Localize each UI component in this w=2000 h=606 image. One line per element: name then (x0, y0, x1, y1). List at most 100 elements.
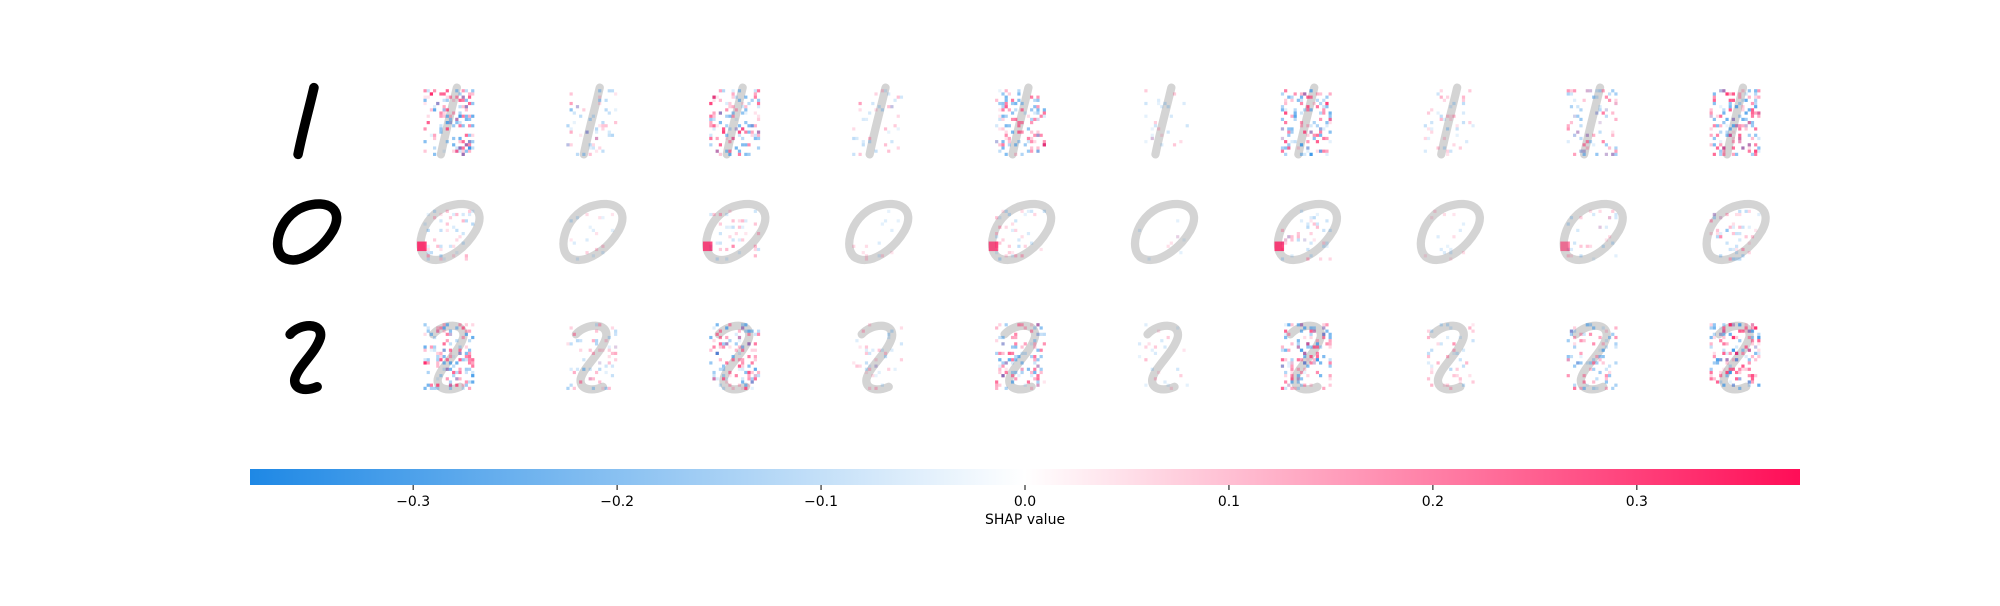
shap-pixel (718, 143, 722, 147)
shap-pixel (728, 370, 732, 375)
shap-pixel (1731, 117, 1735, 121)
image-tile (709, 83, 761, 159)
shap-pixel (1604, 386, 1608, 390)
shap-pixel (1144, 345, 1148, 349)
shap-pixel (1439, 89, 1443, 93)
shap-pixel (715, 124, 719, 128)
shap-pixel (439, 127, 443, 131)
shap-pixel (1325, 101, 1329, 106)
shap-pixel (1461, 101, 1466, 106)
shap-pixel (1598, 105, 1602, 109)
shap-pixel (1750, 121, 1755, 125)
shap-pixel (579, 114, 583, 118)
shap-pixel (721, 130, 726, 134)
shap-pixel (1030, 95, 1034, 99)
shap-pixel (1750, 323, 1755, 327)
shap-pixel (1023, 143, 1027, 147)
shap-pixel (1719, 114, 1723, 118)
shap-pixel (1306, 140, 1310, 144)
shap-pixel (995, 251, 999, 255)
shap-pixel (1725, 241, 1729, 245)
shap-pixel (1468, 121, 1472, 125)
shap-pixel (442, 108, 446, 112)
shap-pixel (455, 377, 459, 381)
shap-pixel (1020, 101, 1024, 106)
shap-pixel (1030, 370, 1034, 375)
shap-pixel (1001, 101, 1005, 106)
shap-pixel (607, 133, 611, 137)
shap-pixel (1144, 358, 1148, 362)
shap-pixel (455, 361, 459, 365)
shap-pixel (610, 351, 615, 355)
shap-pixel (1328, 92, 1332, 96)
shap-pixel (1750, 377, 1755, 381)
shap-pixel (747, 332, 751, 336)
shap-pixel (1290, 358, 1294, 362)
shap-pixel (1004, 386, 1008, 390)
shap-pixel (575, 105, 580, 109)
shap-pixel (1725, 370, 1729, 375)
shap-pixel (445, 95, 449, 99)
shap-pixel (1576, 114, 1580, 118)
shap-pixel (1001, 364, 1005, 368)
shap-pixel (1020, 152, 1024, 156)
shap-pixel (1592, 361, 1596, 365)
shap-pixel (1319, 345, 1323, 349)
shap-pixel (1001, 92, 1005, 96)
shap-pixel (1744, 117, 1748, 121)
shap-pixel (1728, 127, 1732, 131)
shap-pixel (448, 380, 453, 384)
shap-pixel (1137, 342, 1142, 346)
shap-pixel (1722, 111, 1726, 115)
shap-pixel (1033, 105, 1037, 109)
shap-pixel (458, 377, 462, 381)
shap-pixel (464, 367, 468, 371)
shap-pixel (995, 386, 999, 390)
shap-pixel (1582, 149, 1586, 153)
shap-pixel (591, 351, 595, 355)
shap-pixel (1458, 377, 1462, 381)
shap-pixel (1309, 254, 1313, 258)
shap-pixel (1468, 326, 1472, 330)
shap-pixel (1026, 209, 1031, 213)
shap-pixel (744, 329, 748, 333)
shap-pixel (1611, 386, 1615, 390)
digit-shadow (845, 199, 913, 265)
shap-pixel (467, 133, 472, 137)
x-tick-label: −0.1 (804, 494, 838, 510)
shap-pixel (868, 364, 872, 368)
shap-pixel (452, 143, 456, 147)
shap-pixel (1728, 225, 1732, 229)
shap-pixel (1747, 367, 1751, 371)
shap-pixel (1738, 209, 1742, 213)
shap-pixel (1747, 209, 1751, 213)
shap-pixel (1010, 380, 1015, 384)
shap-pixel (861, 251, 865, 255)
shap-pixel (1582, 374, 1586, 378)
shap-pixel (575, 339, 580, 343)
shap-pixel (436, 383, 440, 387)
shap-pixel (1754, 149, 1758, 153)
shap-pixel (1176, 326, 1180, 330)
shap-pixel (569, 92, 573, 96)
shap-pixel (1747, 133, 1751, 137)
shap-pixel (1744, 345, 1748, 349)
shap-pixel (715, 351, 719, 355)
shap-pixel (1709, 326, 1713, 330)
shap-pixel (1284, 89, 1288, 93)
shap-pixel (998, 358, 1002, 362)
shap-pixel (728, 235, 732, 239)
shap-pixel (1322, 241, 1326, 245)
shap-pixel (448, 216, 453, 220)
shap-pixel (1023, 244, 1027, 248)
shap-pixel (741, 127, 745, 131)
shap-pixel (1573, 133, 1577, 137)
shap-pixel (423, 323, 427, 327)
image-tile (988, 199, 1056, 265)
shap-pixel (464, 149, 468, 153)
shap-pixel (1023, 383, 1027, 387)
shap-pixel (1160, 339, 1164, 343)
shap-pixel (1735, 124, 1739, 128)
